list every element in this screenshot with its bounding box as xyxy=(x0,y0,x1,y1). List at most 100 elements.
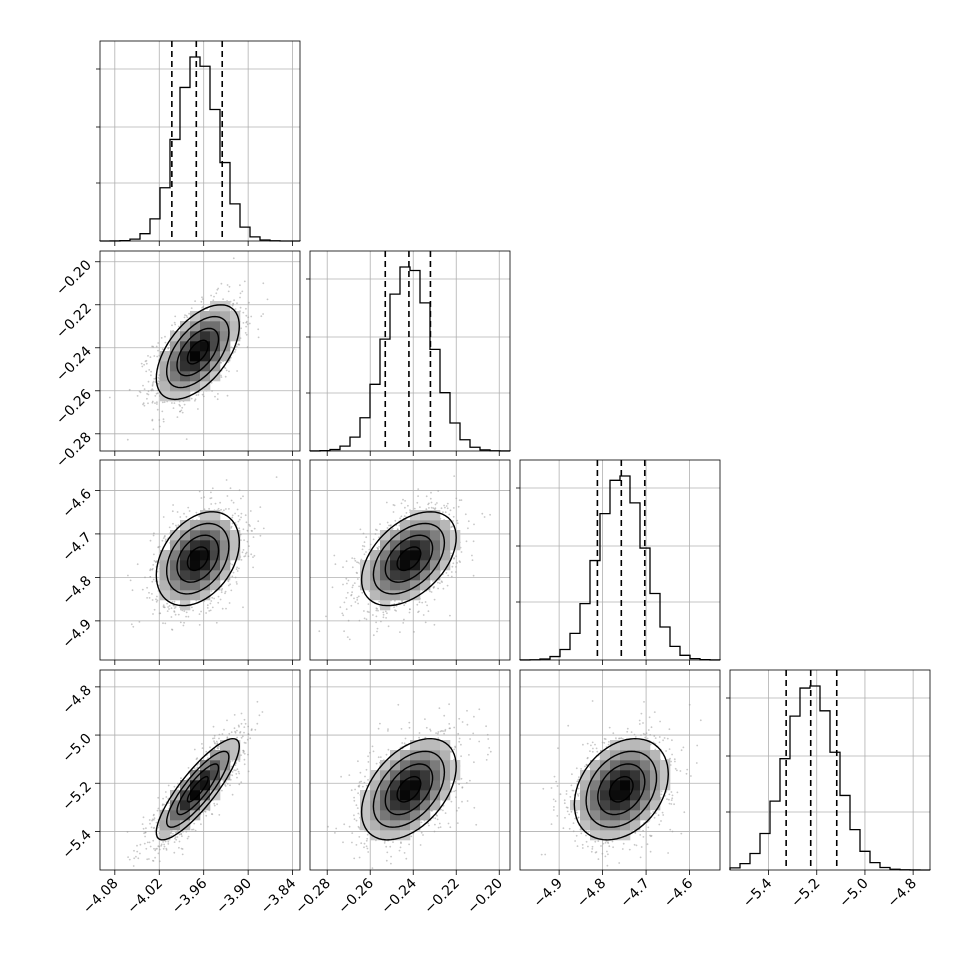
sample-point xyxy=(171,324,173,327)
sample-point xyxy=(352,584,354,587)
sample-point xyxy=(351,566,354,569)
sample-point xyxy=(193,748,196,751)
sample-point xyxy=(205,814,208,817)
sample-point xyxy=(430,506,433,509)
sample-point xyxy=(248,322,251,325)
corner-panels: −4.08 −4.02 −3.96 −3.90 −3.84−0.28 −0.26 −0.24… xyxy=(53,40,931,917)
sample-point xyxy=(443,504,445,507)
sample-point xyxy=(242,322,245,324)
density-cell xyxy=(380,530,391,541)
sample-point xyxy=(149,822,151,825)
density-cell xyxy=(200,560,211,571)
sample-point xyxy=(447,574,450,577)
sample-point xyxy=(226,394,229,397)
sample-point xyxy=(142,403,144,406)
sample-point xyxy=(448,513,451,516)
sample-point xyxy=(395,610,397,612)
sample-point xyxy=(358,619,361,622)
density-cell xyxy=(190,570,201,581)
sample-point xyxy=(355,571,358,574)
sample-point xyxy=(155,598,157,601)
sample-point xyxy=(442,587,445,590)
sample-point xyxy=(148,591,150,594)
sample-point xyxy=(380,620,382,623)
sample-point xyxy=(361,591,364,594)
sample-point xyxy=(232,571,235,574)
sample-point xyxy=(236,302,238,305)
sample-point xyxy=(233,299,236,302)
density-cell xyxy=(200,331,211,342)
sample-point xyxy=(156,392,159,395)
sample-point xyxy=(197,394,200,396)
sample-point xyxy=(240,512,243,515)
sample-point xyxy=(369,543,372,546)
sample-point xyxy=(153,608,156,611)
sample-point xyxy=(356,599,359,601)
density-cell xyxy=(400,550,411,561)
sample-point xyxy=(206,604,209,607)
density-cell xyxy=(420,540,431,551)
panel-frame xyxy=(519,459,721,661)
sample-point xyxy=(394,519,397,522)
sample-point xyxy=(152,345,155,348)
sample-point xyxy=(386,521,389,524)
sample-point xyxy=(210,491,212,494)
sample-point xyxy=(126,438,129,441)
sample-point xyxy=(252,536,255,538)
sample-point xyxy=(242,528,245,531)
sample-point xyxy=(386,527,389,529)
sample-point xyxy=(240,327,243,330)
sample-point xyxy=(455,555,458,558)
sample-point xyxy=(460,499,463,501)
sample-point xyxy=(227,290,230,293)
sample-point xyxy=(429,590,431,593)
sample-point xyxy=(422,614,425,616)
sample-point xyxy=(346,591,349,594)
sample-point xyxy=(142,384,144,387)
density-cell xyxy=(190,530,201,541)
sample-point xyxy=(250,529,253,532)
sample-point xyxy=(181,411,184,414)
sample-point xyxy=(186,316,189,319)
sample-point xyxy=(275,476,278,478)
density-cell xyxy=(190,331,201,342)
sample-point xyxy=(429,497,432,500)
sample-point xyxy=(183,512,185,515)
sample-point xyxy=(399,517,401,520)
sample-point xyxy=(234,308,237,310)
sample-point xyxy=(238,343,241,346)
sample-point xyxy=(246,323,249,326)
sample-point xyxy=(206,607,209,609)
sample-point xyxy=(244,722,247,725)
sample-point xyxy=(354,601,357,603)
sample-point xyxy=(151,419,154,422)
sample-point xyxy=(257,336,260,339)
sample-point xyxy=(236,736,239,739)
sample-point xyxy=(238,783,241,786)
sample-point xyxy=(252,556,254,558)
sample-point xyxy=(359,528,362,531)
sample-point xyxy=(449,614,451,617)
sample-point xyxy=(455,497,458,500)
sample-point xyxy=(162,622,164,625)
sample-point xyxy=(382,613,385,616)
sample-point xyxy=(452,507,455,509)
panel-1-0 xyxy=(95,250,301,456)
sample-point xyxy=(241,290,244,293)
sample-point xyxy=(170,616,173,618)
sample-point xyxy=(231,793,234,796)
sample-point xyxy=(375,609,378,612)
sample-point xyxy=(343,630,345,633)
sample-point xyxy=(224,590,227,593)
density-cell xyxy=(170,560,181,571)
sample-point xyxy=(149,539,152,542)
sample-point xyxy=(245,314,248,317)
sample-point xyxy=(232,257,235,260)
sample-point xyxy=(241,551,244,554)
sample-point xyxy=(211,596,214,599)
sample-point xyxy=(375,607,378,610)
sample-point xyxy=(345,577,348,580)
sample-point xyxy=(442,511,444,513)
sample-point xyxy=(143,404,146,407)
sample-point xyxy=(177,613,180,616)
